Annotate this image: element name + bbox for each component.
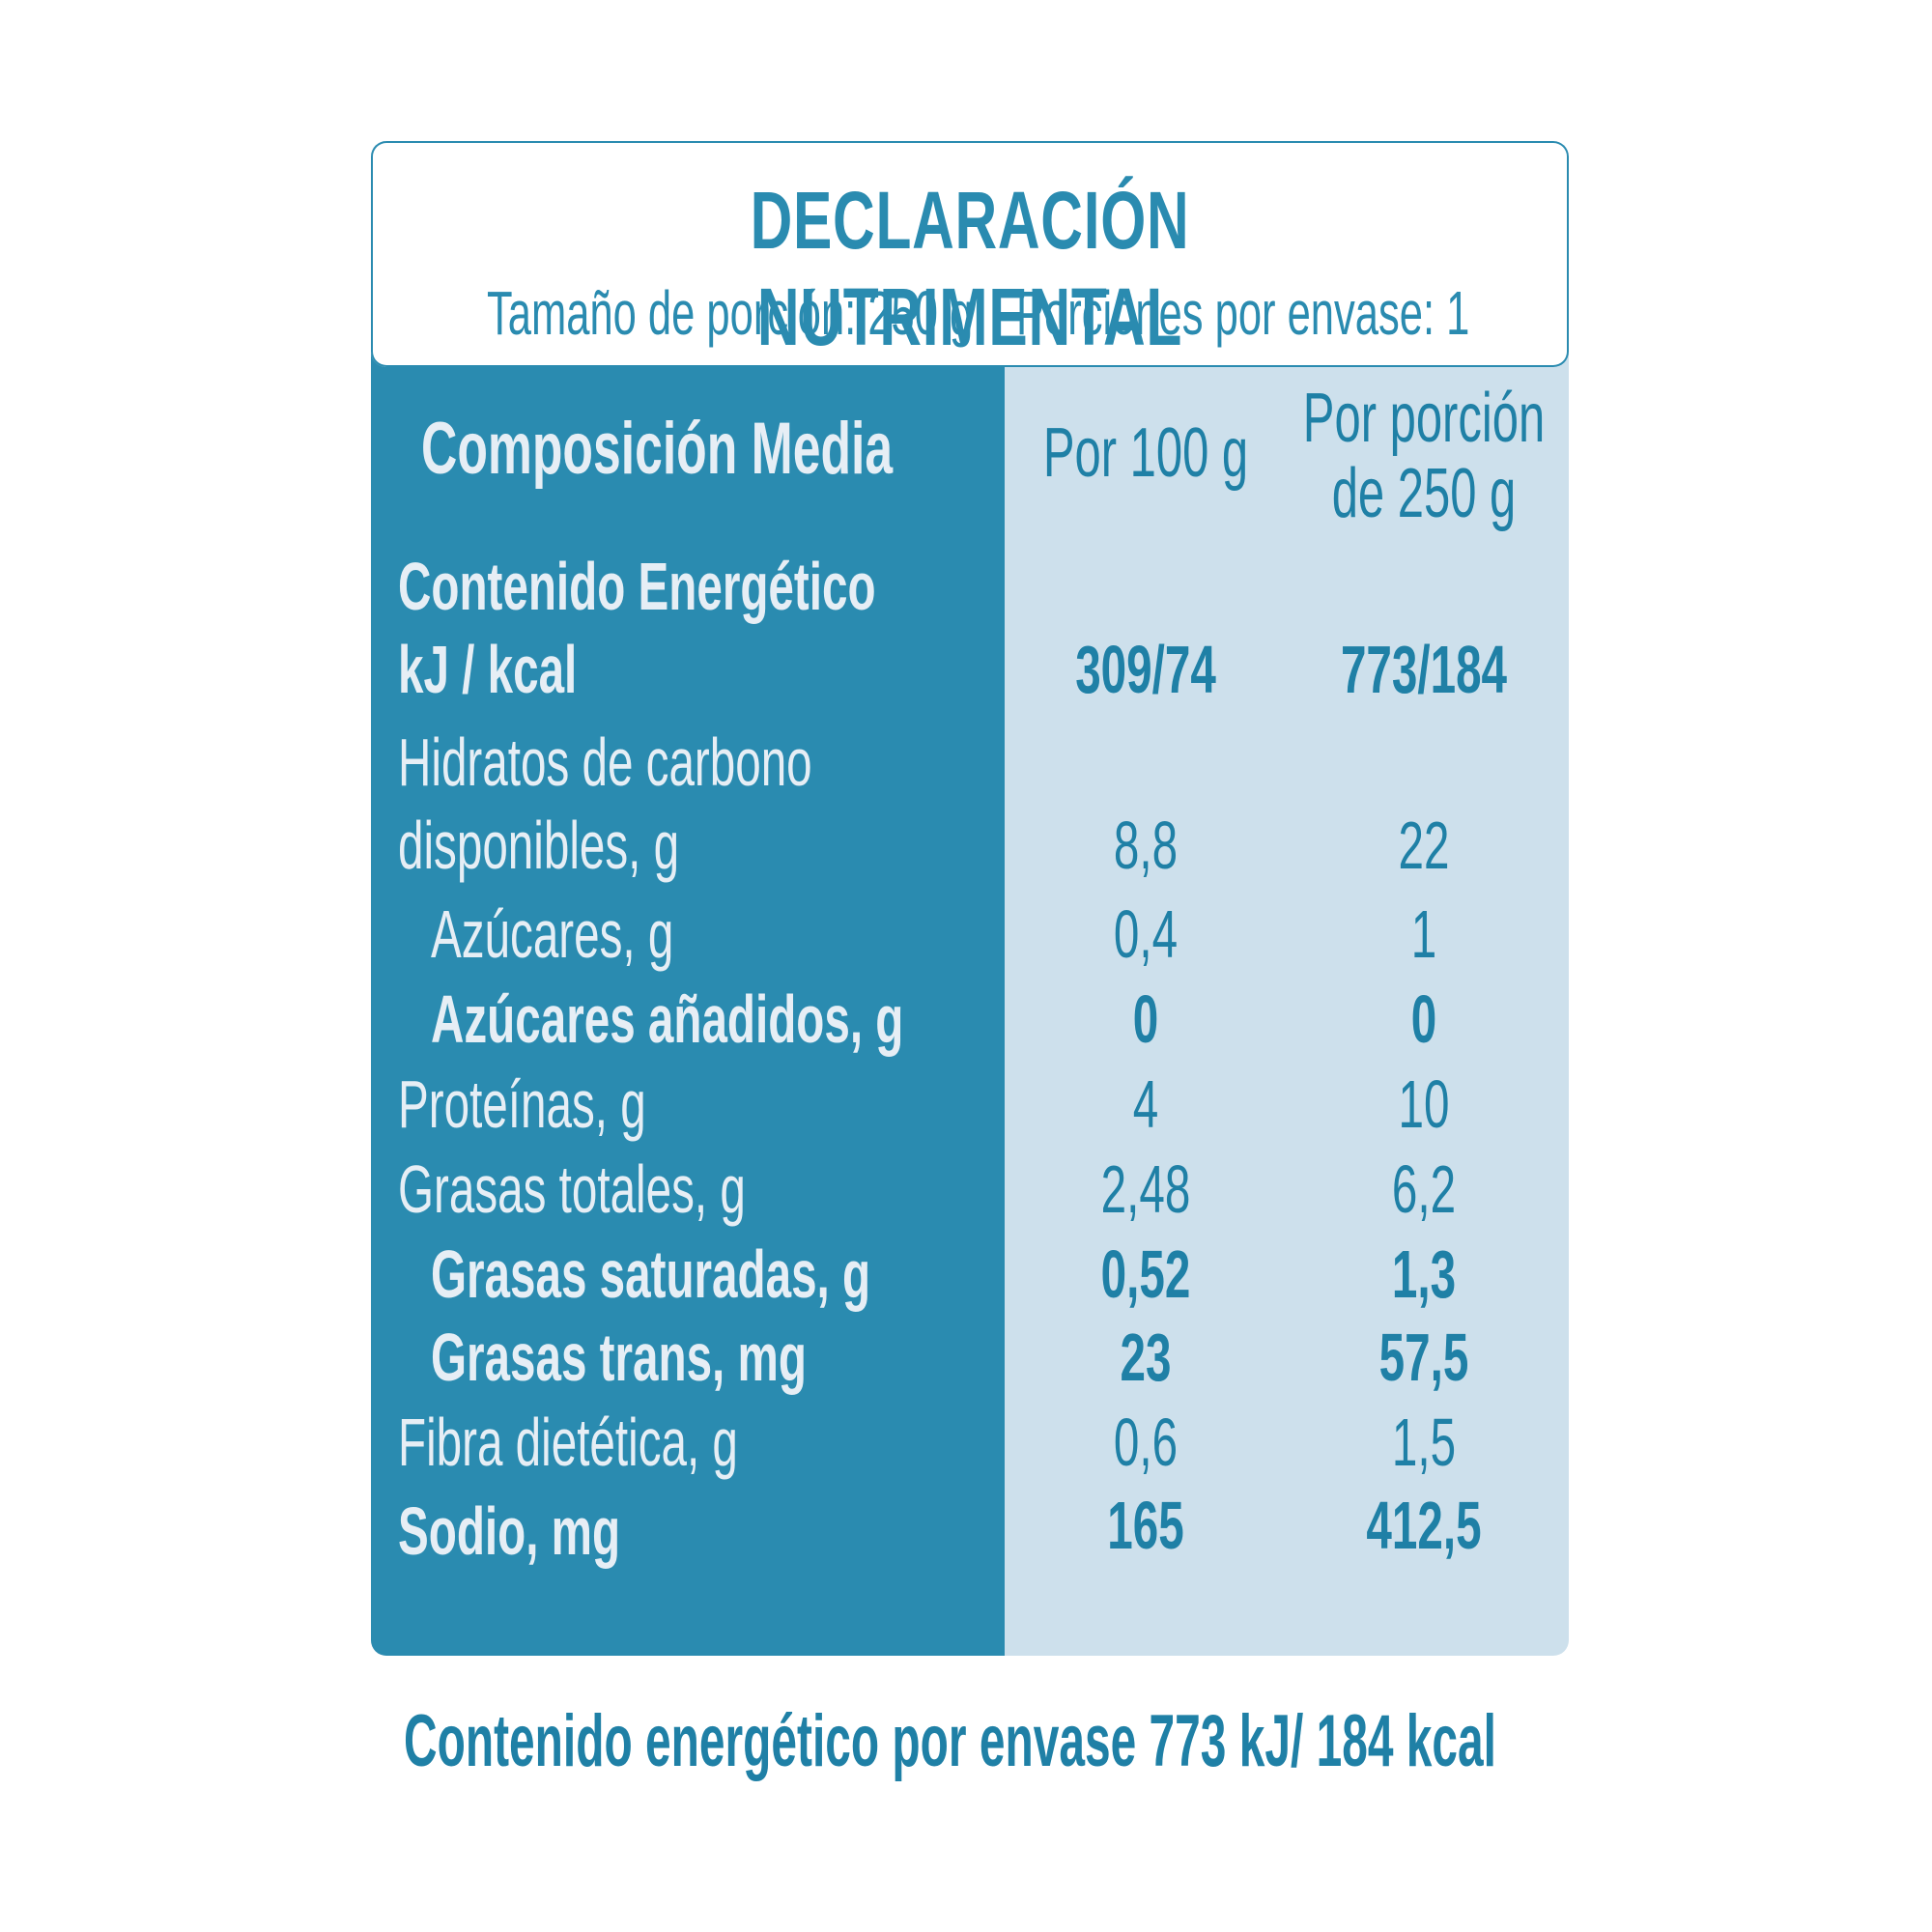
- column-header-per-portion-line2: de 250 g: [1331, 455, 1517, 532]
- row-value-sodium-portion: 412,5: [1366, 1488, 1482, 1563]
- row-label-carbs-line2: disponibles, g: [398, 808, 680, 883]
- column-header-per-100g: Por 100 g: [1042, 414, 1249, 492]
- row-value-total-fat-portion: 6,2: [1391, 1151, 1457, 1227]
- servings-per-container: Porciones por envase: 1: [1016, 278, 1470, 348]
- row-value-proteins-portion: 10: [1398, 1066, 1450, 1142]
- row-label-fiber: Fibra dietética, g: [398, 1405, 738, 1480]
- row-value-sugars-per100: 0,4: [1113, 896, 1179, 972]
- row-value-sugars-portion: 1: [1410, 896, 1437, 972]
- nutrition-panel: DECLARACIÓN NUTRIMENTAL Tamaño de porció…: [371, 141, 1569, 1656]
- row-value-sodium-per100: 165: [1107, 1488, 1184, 1563]
- row-value-carbs-portion: 22: [1398, 808, 1450, 883]
- row-label-saturated-fat: Grasas saturadas, g: [431, 1236, 871, 1312]
- row-label-carbs: Hidratos de carbono: [398, 724, 812, 800]
- row-label-total-fat: Grasas totales, g: [398, 1151, 746, 1227]
- column-header-per-portion-line1: Por porción: [1302, 380, 1546, 457]
- row-value-saturated-fat-portion: 1,3: [1391, 1236, 1457, 1312]
- serving-size: Tamaño de porción: 250 g: [487, 278, 974, 348]
- row-label-sugars: Azúcares, g: [431, 896, 674, 972]
- row-value-total-fat-per100: 2,48: [1100, 1151, 1191, 1227]
- row-label-proteins: Proteínas, g: [398, 1066, 646, 1142]
- row-label-trans-fat: Grasas trans, mg: [431, 1320, 807, 1395]
- panel-title: DECLARACIÓN NUTRIMENTAL: [750, 175, 1190, 362]
- row-value-fiber-per100: 0,6: [1113, 1405, 1179, 1480]
- row-value-trans-fat-portion: 57,5: [1378, 1320, 1469, 1395]
- row-value-proteins-per100: 4: [1132, 1066, 1159, 1142]
- row-value-carbs-per100: 8,8: [1113, 808, 1179, 883]
- row-value-added-sugars-per100: 0: [1132, 981, 1159, 1057]
- energy-per-container-footer: Contenido energético por envase 773 kJ/ …: [404, 1700, 1496, 1782]
- header-box: DECLARACIÓN NUTRIMENTAL Tamaño de porció…: [371, 141, 1569, 367]
- row-value-fiber-portion: 1,5: [1391, 1405, 1457, 1480]
- row-value-energy-portion: 773/184: [1340, 632, 1508, 707]
- label-column-background: [371, 141, 1005, 1656]
- row-value-added-sugars-portion: 0: [1410, 981, 1437, 1057]
- row-value-trans-fat-per100: 23: [1120, 1320, 1172, 1395]
- row-value-energy-per100: 309/74: [1075, 632, 1216, 707]
- column-header-composition: Composición Media: [421, 408, 894, 490]
- row-label-energy: Contenido Energético: [398, 549, 876, 624]
- row-label-sodium: Sodio, mg: [398, 1493, 621, 1569]
- row-label-energy-unit: kJ / kcal: [398, 632, 578, 707]
- row-value-saturated-fat-per100: 0,52: [1100, 1236, 1191, 1312]
- row-label-added-sugars: Azúcares añadidos, g: [431, 981, 904, 1057]
